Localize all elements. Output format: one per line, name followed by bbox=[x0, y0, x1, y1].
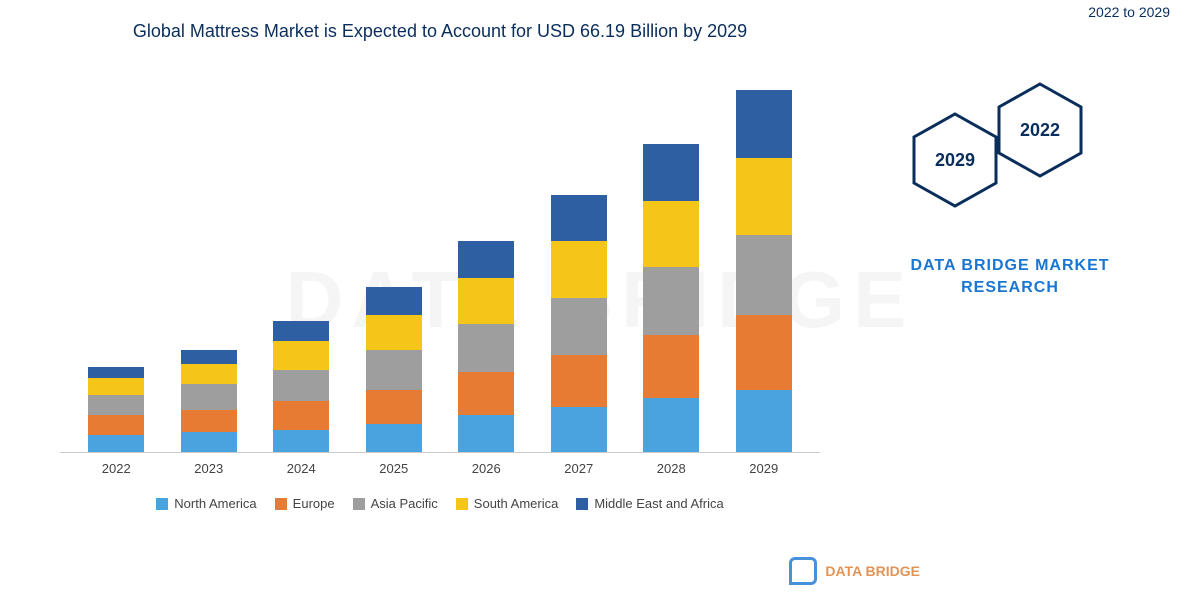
legend-swatch bbox=[353, 498, 365, 510]
hex-badges: 2029 2022 bbox=[910, 80, 1110, 230]
bar-segment bbox=[181, 364, 237, 384]
chart-container: Global Mattress Market is Expected to Ac… bbox=[60, 20, 820, 560]
brand-name: DATA BRIDGE MARKET RESEARCH bbox=[910, 255, 1109, 300]
legend-swatch bbox=[576, 498, 588, 510]
stacked-bar bbox=[551, 195, 607, 452]
x-label: 2024 bbox=[266, 461, 336, 476]
chart-title: Global Mattress Market is Expected to Ac… bbox=[60, 20, 820, 43]
stacked-bar bbox=[643, 144, 699, 453]
date-range-label: 2022 to 2029 bbox=[1088, 4, 1170, 20]
bar-segment bbox=[551, 298, 607, 355]
bar-group bbox=[174, 350, 244, 453]
stacked-bar bbox=[273, 321, 329, 452]
bar-segment bbox=[273, 401, 329, 430]
x-label: 2023 bbox=[174, 461, 244, 476]
bar-group bbox=[81, 367, 151, 453]
legend-label: Middle East and Africa bbox=[594, 496, 723, 511]
bar-segment bbox=[88, 367, 144, 378]
bar-segment bbox=[551, 195, 607, 241]
footer-logo-text: DATA BRIDGE bbox=[825, 563, 920, 579]
brand-line-1: DATA BRIDGE MARKET bbox=[910, 255, 1109, 277]
x-label: 2029 bbox=[729, 461, 799, 476]
legend-swatch bbox=[456, 498, 468, 510]
bar-segment bbox=[736, 90, 792, 159]
bar-group bbox=[636, 144, 706, 453]
stacked-bar bbox=[181, 350, 237, 453]
hex-label: 2022 bbox=[1020, 120, 1060, 141]
legend-item: North America bbox=[156, 496, 256, 511]
legend-item: South America bbox=[456, 496, 559, 511]
footer-logo: DATA BRIDGE bbox=[789, 557, 920, 585]
bar-segment bbox=[736, 315, 792, 389]
bar-segment bbox=[551, 241, 607, 298]
bar-segment bbox=[458, 241, 514, 278]
bar-segment bbox=[643, 398, 699, 452]
bar-segment bbox=[88, 395, 144, 415]
legend-swatch bbox=[156, 498, 168, 510]
bar-group bbox=[729, 90, 799, 453]
legend-label: Asia Pacific bbox=[371, 496, 438, 511]
bar-segment bbox=[366, 424, 422, 453]
bar-group bbox=[266, 321, 336, 452]
legend-label: Europe bbox=[293, 496, 335, 511]
stacked-bar bbox=[366, 287, 422, 453]
bar-segment bbox=[181, 384, 237, 410]
bar-segment bbox=[458, 278, 514, 324]
x-label: 2022 bbox=[81, 461, 151, 476]
hex-2022: 2022 bbox=[995, 80, 1085, 180]
bar-segment bbox=[643, 267, 699, 336]
legend-swatch bbox=[275, 498, 287, 510]
bar-segment bbox=[458, 415, 514, 452]
bar-segment bbox=[551, 355, 607, 406]
bar-segment bbox=[273, 341, 329, 370]
legend-label: South America bbox=[474, 496, 559, 511]
bar-segment bbox=[643, 335, 699, 398]
bar-segment bbox=[736, 235, 792, 315]
bar-segment bbox=[88, 435, 144, 452]
chart-legend: North America Europe Asia Pacific South Ame… bbox=[60, 496, 820, 511]
bar-segment bbox=[458, 372, 514, 415]
hex-2029: 2029 bbox=[910, 110, 1000, 210]
brand-line-2: RESEARCH bbox=[910, 277, 1109, 299]
hex-label: 2029 bbox=[935, 150, 975, 171]
right-panel: 2029 2022 DATA BRIDGE MARKET RESEARCH bbox=[850, 80, 1170, 300]
bar-segment bbox=[181, 432, 237, 452]
bar-segment bbox=[88, 415, 144, 435]
bar-segment bbox=[273, 370, 329, 401]
bar-segment bbox=[643, 144, 699, 201]
bar-segment bbox=[366, 315, 422, 349]
bar-group bbox=[451, 241, 521, 452]
bar-segment bbox=[736, 158, 792, 235]
bar-segment bbox=[273, 430, 329, 453]
bar-segment bbox=[366, 390, 422, 424]
x-label: 2026 bbox=[451, 461, 521, 476]
bar-segment bbox=[273, 321, 329, 341]
chart-plot bbox=[60, 53, 820, 453]
bar-segment bbox=[181, 410, 237, 433]
bar-segment bbox=[551, 407, 607, 453]
bar-segment bbox=[458, 324, 514, 373]
bar-segment bbox=[366, 350, 422, 390]
x-label: 2028 bbox=[636, 461, 706, 476]
bar-segment bbox=[736, 390, 792, 453]
bar-group bbox=[544, 195, 614, 452]
bar-segment bbox=[181, 350, 237, 364]
legend-item: Middle East and Africa bbox=[576, 496, 723, 511]
logo-mark-icon bbox=[789, 557, 817, 585]
bar-segment bbox=[643, 201, 699, 267]
bar-segment bbox=[366, 287, 422, 316]
legend-label: North America bbox=[174, 496, 256, 511]
stacked-bar bbox=[458, 241, 514, 452]
x-label: 2027 bbox=[544, 461, 614, 476]
legend-item: Europe bbox=[275, 496, 335, 511]
x-label: 2025 bbox=[359, 461, 429, 476]
bar-group bbox=[359, 287, 429, 453]
x-axis-labels: 2022 2023 2024 2025 2026 2027 2028 2029 bbox=[60, 453, 820, 476]
bar-segment bbox=[88, 378, 144, 395]
stacked-bar bbox=[88, 367, 144, 453]
stacked-bar bbox=[736, 90, 792, 453]
legend-item: Asia Pacific bbox=[353, 496, 438, 511]
